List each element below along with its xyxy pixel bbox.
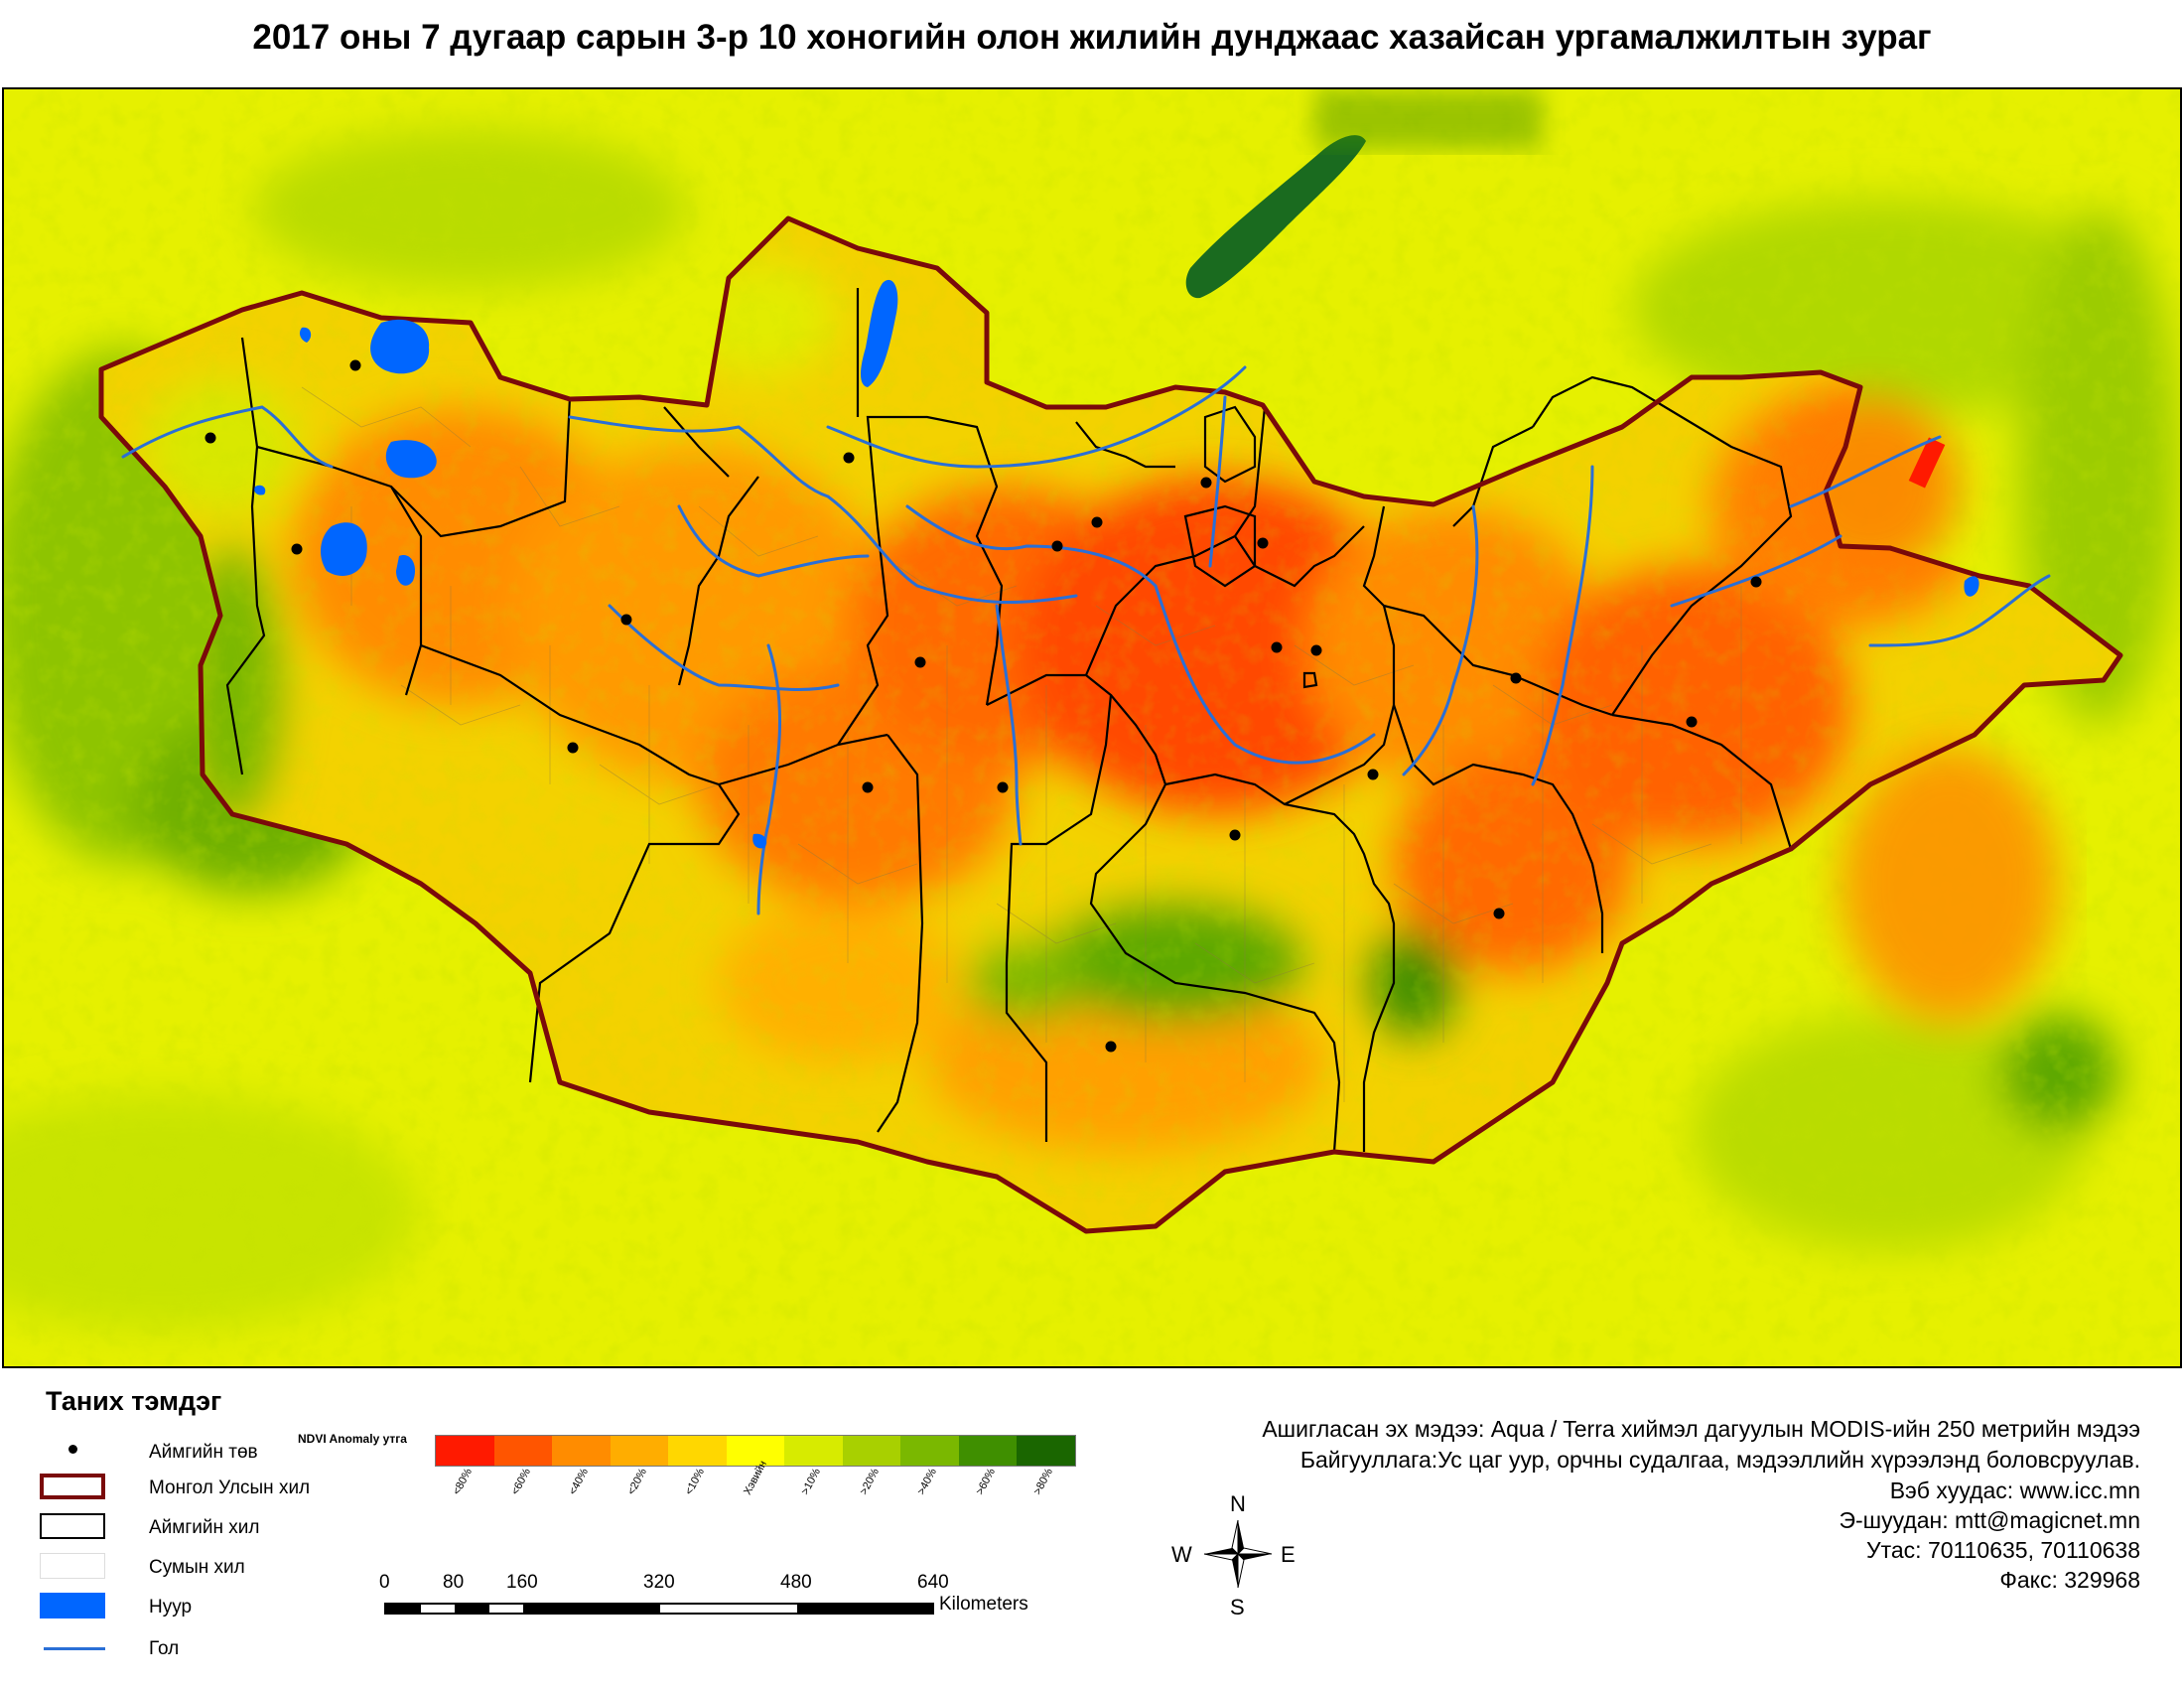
ramp-class-swatch: [842, 1436, 900, 1466]
aimag-center-dot: [1257, 537, 1269, 549]
info-org: Байгууллага:Ус цаг уур, орчны судалгаа, …: [1299, 1447, 2140, 1473]
ramp-tick-label: <20%: [624, 1466, 649, 1497]
lake-khar-us: [320, 522, 367, 576]
aimag-center-dot: [843, 452, 855, 464]
aimag-center-dot: [567, 742, 579, 754]
national-border-swatch-icon: [40, 1474, 105, 1499]
compass-w: W: [1171, 1542, 1192, 1567]
lake-baikal: [1185, 135, 1366, 299]
aimag-center-dot: [1200, 477, 1212, 489]
legend-label: Сумын хил: [149, 1557, 245, 1578]
aimag-center-dot: [349, 359, 361, 371]
national-border: [98, 215, 2123, 1234]
ramp-class-swatch: [610, 1436, 668, 1466]
dot-icon: [68, 1445, 77, 1454]
scale-number: 480: [780, 1572, 812, 1593]
ramp-class-swatch: [436, 1436, 494, 1466]
ramp-tick-label: >80%: [1031, 1466, 1055, 1497]
aimag-center-dot: [291, 543, 303, 555]
ramp-tick-label: <60%: [508, 1466, 533, 1497]
north-arrow-icon: [1203, 1519, 1273, 1589]
ndvi-color-ramp: [435, 1435, 1076, 1467]
ramp-tick-label: >60%: [973, 1466, 998, 1497]
lake-uvs: [370, 319, 430, 374]
legend-label: Монгол Улсын хил: [149, 1477, 311, 1498]
lakes: [254, 279, 1979, 849]
map-title: 2017 оны 7 дугаар сарын 3-р 10 хоногийн …: [252, 18, 1932, 57]
aimag-center-dot: [1686, 716, 1698, 728]
aimag-center-dot: [1750, 576, 1762, 588]
scale-bar: [384, 1603, 934, 1615]
aimag-boundaries: [225, 288, 1793, 1153]
legend-label: Аймгийн хил: [149, 1517, 260, 1538]
ramp-tick-label: <80%: [451, 1466, 475, 1497]
compass-e: E: [1281, 1542, 1296, 1567]
scale-unit: Kilometers: [939, 1594, 1028, 1615]
aimag-center-dot: [1091, 516, 1103, 528]
lake-khar: [396, 555, 416, 586]
aimag-center-dot: [1493, 908, 1505, 919]
aimag-center-dot: [620, 614, 632, 626]
ramp-tick-label: <40%: [567, 1466, 591, 1497]
legend-label: Аймгийн төв: [149, 1442, 258, 1463]
aimag-center-dot: [1051, 540, 1063, 552]
lake-buir: [1964, 576, 1979, 597]
compass-n: N: [1230, 1491, 1246, 1516]
legend-label: Нуур: [149, 1597, 193, 1618]
aimag-center-dot: [997, 781, 1009, 793]
raster-east-anomaly: [1781, 397, 2059, 1023]
legend-title: Таних тэмдэг: [46, 1386, 222, 1416]
aimag-center-dot: [1271, 641, 1283, 653]
scale-number: 640: [917, 1572, 949, 1593]
info-email[interactable]: Э-шуудан: mtt@magicnet.mn: [1839, 1507, 2140, 1533]
ramp-class-swatch: [784, 1436, 843, 1466]
ramp-class-swatch: [958, 1436, 1017, 1466]
aimag-center-dot: [1229, 829, 1241, 841]
river-line-icon: [44, 1647, 105, 1650]
ramp-title: NDVI Anomaly утга: [298, 1432, 407, 1446]
ramp-class-swatch: [552, 1436, 611, 1466]
info-web[interactable]: Вэб хуудас: www.icc.mn: [1889, 1477, 2140, 1503]
ramp-class-swatch: [668, 1436, 727, 1466]
scale-number: 0: [379, 1572, 390, 1593]
scale-number: 80: [443, 1572, 465, 1593]
ramp-tick-label: >40%: [915, 1466, 939, 1497]
aimag-center-dot: [205, 432, 216, 444]
ramp-tick-label: <10%: [683, 1466, 707, 1497]
aimag-center-dot: [914, 656, 926, 668]
ramp-tick-label: >20%: [857, 1466, 882, 1497]
scale-number: 160: [506, 1572, 538, 1593]
map-frame[interactable]: [2, 87, 2182, 1368]
legend-label: Гол: [149, 1638, 180, 1659]
aimag-center-dot: [862, 781, 874, 793]
ramp-class-swatch: [900, 1436, 959, 1466]
ramp-class-swatch: [1017, 1436, 1075, 1466]
info-source: Ашигласан эх мэдээ: Aqua / Terra хиймэл …: [1262, 1416, 2140, 1442]
ramp-class-swatch: [493, 1436, 552, 1466]
rivers: [121, 365, 2051, 915]
info-phone: Утас: 70110635, 70110638: [1866, 1537, 2140, 1563]
ramp-class-swatch: [726, 1436, 784, 1466]
aimag-center-dot: [1310, 644, 1322, 656]
soum-border-swatch-icon: [40, 1553, 105, 1579]
compass-s: S: [1230, 1595, 1245, 1619]
scale-number: 320: [643, 1572, 675, 1593]
info-fax: Факс: 329968: [1999, 1567, 2140, 1593]
ramp-tick-label: >10%: [799, 1466, 823, 1497]
aimag-centers: [205, 359, 1762, 1053]
ndvi-map[interactable]: [4, 89, 2180, 1366]
aimag-center-dot: [1367, 769, 1379, 780]
aimag-border-swatch-icon: [40, 1513, 105, 1539]
aimag-center-dot: [1105, 1041, 1117, 1053]
lake-khuvsgul: [861, 279, 898, 387]
aimag-center-dot: [1510, 672, 1522, 684]
lake-swatch-icon: [40, 1593, 105, 1618]
raster-hotspot: [1908, 437, 1946, 489]
lake-khyargas: [385, 440, 437, 479]
